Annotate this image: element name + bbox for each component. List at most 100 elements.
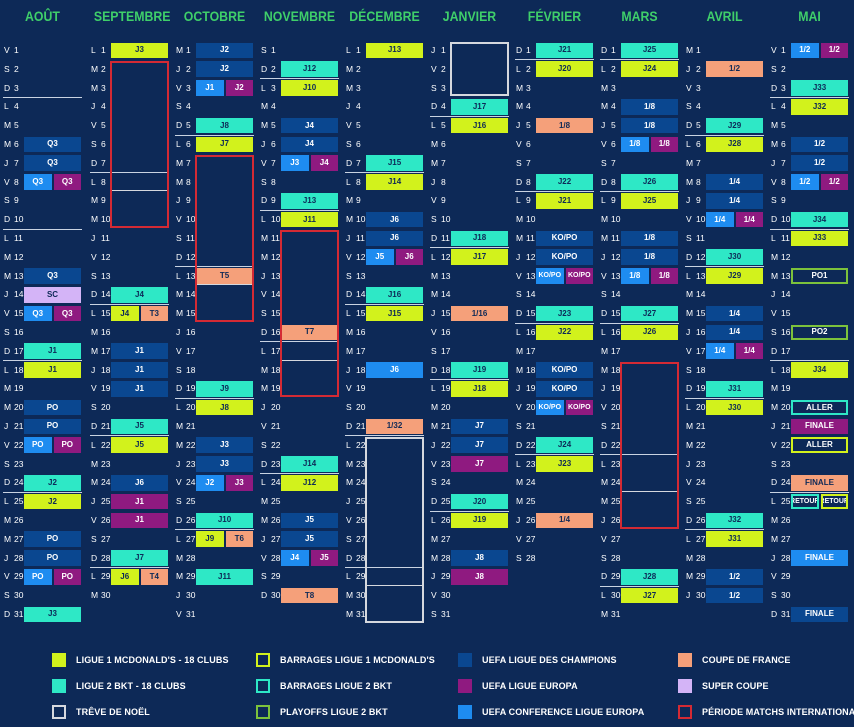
event-ucl[interactable]: 1/8: [621, 98, 678, 115]
event-ucl[interactable]: J7: [451, 418, 508, 435]
event-ucl[interactable]: 1/4: [706, 305, 763, 322]
event-ucl[interactable]: J3: [196, 437, 253, 454]
event-uel[interactable]: J1: [111, 493, 168, 510]
event-l1[interactable]: J5: [111, 437, 168, 454]
event-l1[interactable]: J31: [706, 531, 763, 548]
event-l1[interactable]: J20: [536, 61, 593, 78]
event-l2[interactable]: J11: [196, 568, 253, 585]
event-uel[interactable]: Q3: [53, 305, 81, 322]
event-uecl[interactable]: J3: [281, 155, 309, 172]
event-l1[interactable]: J33: [791, 230, 848, 247]
event-ucl[interactable]: PO: [24, 399, 81, 416]
event-l2[interactable]: J29: [706, 117, 763, 134]
event-l2[interactable]: J28: [621, 568, 678, 585]
event-l2[interactable]: J19: [451, 362, 508, 378]
event-ucl[interactable]: J8: [451, 550, 508, 566]
event-ucl[interactable]: J6: [366, 211, 423, 228]
event-l2[interactable]: J16: [366, 286, 423, 303]
event-uecl[interactable]: J6: [366, 362, 423, 378]
event-uel[interactable]: PO: [53, 437, 81, 454]
event-sc[interactable]: SC: [24, 286, 81, 303]
event-uel[interactable]: J7: [451, 456, 508, 472]
event-l1[interactable]: J30: [706, 399, 763, 416]
event-ucl[interactable]: 1/4: [706, 174, 763, 190]
event-uel[interactable]: J8: [451, 568, 508, 585]
event-ucl[interactable]: Q3: [24, 268, 81, 284]
event-uecl[interactable]: J4: [281, 550, 309, 566]
event-l1[interactable]: J7: [196, 136, 253, 153]
event-ucl[interactable]: J3: [196, 456, 253, 472]
event-uel[interactable]: 1/4: [735, 211, 763, 228]
event-ucl[interactable]: 1/4: [706, 324, 763, 341]
event-uel[interactable]: KO/PO: [565, 268, 593, 284]
event-ucl[interactable]: J1: [111, 362, 168, 378]
event-l1[interactable]: J22: [536, 324, 593, 341]
event-l2[interactable]: J30: [706, 249, 763, 266]
event-ucl[interactable]: J5: [281, 512, 338, 529]
event-uel[interactable]: Q3: [53, 174, 81, 190]
event-l1[interactable]: J19: [451, 512, 508, 529]
event-ucl[interactable]: 1/2: [791, 136, 848, 153]
event-uel[interactable]: KO/PO: [565, 399, 593, 416]
event-uecl[interactable]: FINALE: [791, 550, 848, 566]
event-uel[interactable]: J4: [310, 155, 338, 172]
event-ucl[interactable]: J4: [281, 117, 338, 134]
event-uel[interactable]: 1/2: [820, 174, 848, 190]
event-l2[interactable]: J22: [536, 174, 593, 190]
event-l2[interactable]: J26: [621, 174, 678, 190]
event-b_l2[interactable]: RETOUR: [791, 493, 819, 510]
event-uecl[interactable]: J5: [366, 249, 394, 266]
event-b_l1[interactable]: RETOUR: [820, 493, 848, 510]
event-l2[interactable]: J4: [111, 286, 168, 303]
event-ucl[interactable]: 1/2: [791, 155, 848, 172]
event-l2[interactable]: J20: [451, 493, 508, 510]
event-cdf[interactable]: T6: [225, 531, 253, 548]
event-uecl[interactable]: KO/PO: [536, 399, 564, 416]
event-l1[interactable]: J21: [536, 192, 593, 209]
event-ucl[interactable]: KO/PO: [536, 362, 593, 378]
event-cdf[interactable]: 1/4: [536, 512, 593, 529]
event-uel[interactable]: 1/8: [650, 268, 678, 284]
event-l1[interactable]: J18: [451, 380, 508, 397]
event-l1[interactable]: J27: [621, 587, 678, 604]
event-l2[interactable]: J3: [24, 606, 81, 623]
event-l1[interactable]: J6: [111, 568, 139, 585]
event-l2[interactable]: J5: [111, 418, 168, 435]
event-l2[interactable]: J24: [536, 437, 593, 454]
event-uecl[interactable]: PO: [24, 437, 52, 454]
event-l2[interactable]: J9: [196, 380, 253, 397]
event-l1[interactable]: J26: [621, 324, 678, 341]
event-l2[interactable]: J2: [24, 474, 81, 491]
event-l2[interactable]: J18: [451, 230, 508, 247]
event-l2[interactable]: J7: [111, 550, 168, 566]
event-l1[interactable]: J8: [196, 399, 253, 416]
event-ucl[interactable]: J2: [196, 61, 253, 78]
event-l1[interactable]: J10: [281, 80, 338, 96]
event-uel[interactable]: PO: [53, 568, 81, 585]
event-cdf[interactable]: T5: [196, 268, 253, 284]
event-l1[interactable]: J29: [706, 268, 763, 284]
event-uel[interactable]: J2: [225, 80, 253, 96]
event-b_l2[interactable]: ALLER: [791, 399, 848, 416]
event-l2[interactable]: J25: [621, 42, 678, 59]
event-ucl[interactable]: J6: [366, 230, 423, 247]
event-uel[interactable]: 1/8: [650, 136, 678, 153]
event-ucl[interactable]: J7: [451, 437, 508, 454]
event-cdf[interactable]: 1/16: [451, 305, 508, 322]
event-l1[interactable]: J11: [281, 211, 338, 228]
event-ucl[interactable]: PO: [24, 418, 81, 435]
event-l2[interactable]: J17: [451, 98, 508, 115]
event-ucl[interactable]: 1/2: [706, 587, 763, 604]
event-ucl[interactable]: J5: [281, 531, 338, 548]
event-ucl[interactable]: PO: [24, 531, 81, 548]
event-uel[interactable]: 1/4: [735, 343, 763, 360]
event-l2[interactable]: J23: [536, 305, 593, 322]
event-ucl[interactable]: Q3: [24, 155, 81, 172]
event-l1[interactable]: J3: [111, 42, 168, 59]
event-cdf[interactable]: FINALE: [791, 474, 848, 491]
event-ucl[interactable]: J6: [111, 474, 168, 491]
event-uel[interactable]: FINALE: [791, 418, 848, 435]
event-ucl[interactable]: J2: [196, 42, 253, 59]
event-l1[interactable]: J4: [111, 305, 139, 322]
event-l1[interactable]: J17: [451, 249, 508, 266]
